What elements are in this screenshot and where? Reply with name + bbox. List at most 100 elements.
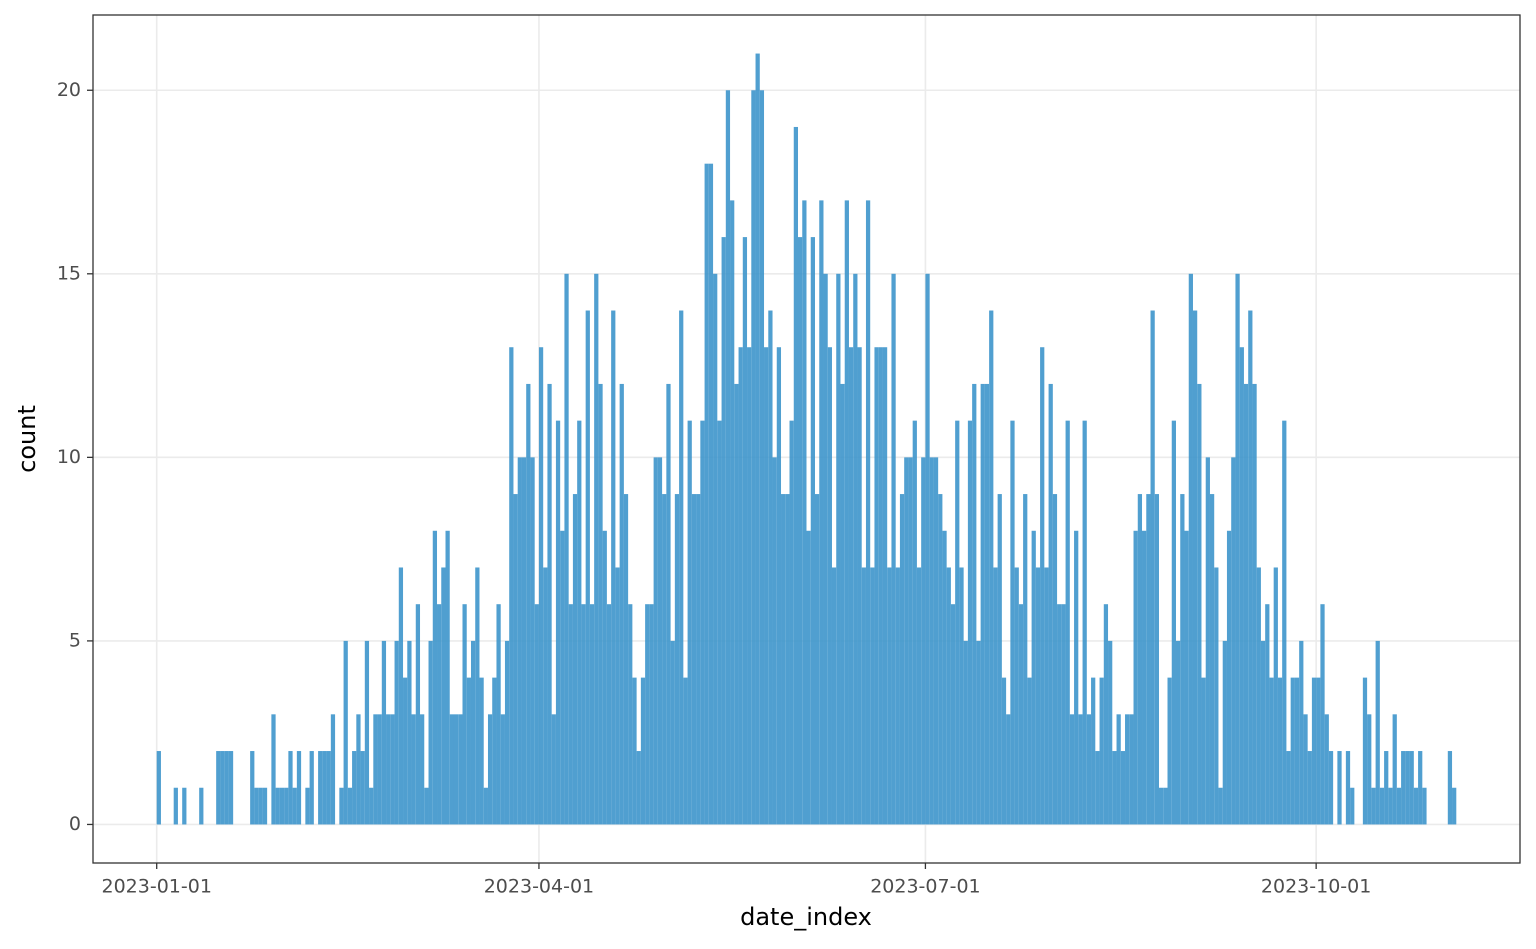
bar: [1048, 383, 1053, 825]
bar: [568, 604, 573, 825]
bar: [772, 457, 777, 825]
bar: [1188, 273, 1193, 825]
bar-layer: [156, 53, 1457, 825]
bar: [1239, 347, 1244, 825]
bar: [857, 347, 862, 825]
bar: [470, 640, 476, 825]
bar: [1371, 787, 1376, 825]
bar: [1409, 751, 1414, 825]
bar: [1375, 640, 1380, 825]
bar: [1324, 714, 1329, 825]
bar: [288, 751, 293, 825]
bar: [645, 604, 650, 825]
bar: [377, 714, 382, 825]
bar: [538, 347, 544, 825]
bar: [1044, 567, 1049, 825]
bar: [1286, 751, 1291, 825]
bar: [1205, 457, 1210, 825]
bar: [572, 494, 578, 825]
bar: [330, 714, 336, 825]
bar: [173, 787, 178, 825]
bar: [602, 530, 607, 825]
bar: [810, 237, 815, 825]
bar: [420, 714, 425, 825]
bar: [390, 714, 395, 825]
bar: [708, 163, 714, 825]
bar: [1175, 640, 1181, 825]
bar: [984, 383, 990, 825]
bar: [938, 494, 943, 825]
bar: [487, 714, 493, 825]
bar: [1027, 677, 1032, 825]
bar: [793, 126, 799, 825]
bar: [356, 714, 361, 825]
bar: [1129, 714, 1134, 825]
bar: [581, 604, 586, 825]
bar: [1010, 420, 1015, 825]
bar: [1447, 751, 1453, 825]
bar: [649, 604, 654, 825]
bar: [1150, 310, 1155, 825]
bar: [861, 567, 866, 825]
bar: [1108, 640, 1113, 825]
bar: [1265, 604, 1270, 825]
bar: [1120, 751, 1126, 825]
y-tick-label: 10: [57, 446, 81, 468]
bar: [1299, 640, 1304, 825]
bar: [343, 640, 348, 825]
bar: [1091, 677, 1096, 825]
bar: [870, 567, 875, 825]
bar: [585, 310, 590, 825]
bar: [1392, 714, 1397, 825]
bar: [1159, 787, 1164, 825]
bar: [526, 383, 531, 825]
bar: [407, 640, 412, 825]
bar: [445, 530, 450, 825]
bar: [1163, 787, 1168, 825]
bar: [853, 273, 858, 825]
bar: [1116, 714, 1121, 825]
bar: [798, 237, 803, 825]
bar: [755, 53, 760, 825]
bar: [1316, 677, 1321, 825]
y-tick-label: 20: [57, 79, 81, 101]
bar: [874, 347, 879, 825]
x-tick-label: 2023-04-01: [484, 876, 594, 898]
bar: [284, 787, 289, 825]
bar: [980, 383, 985, 825]
bar: [840, 383, 845, 825]
bar: [1014, 567, 1019, 825]
bar: [696, 494, 701, 825]
bar: [904, 457, 909, 825]
bar: [717, 420, 722, 825]
bar: [424, 787, 429, 825]
bar: [1065, 420, 1070, 825]
bar: [789, 420, 794, 825]
bar: [373, 714, 378, 825]
bar: [636, 751, 641, 825]
bar: [521, 457, 527, 825]
bar: [441, 567, 446, 825]
x-axis-title: date_index: [740, 903, 872, 931]
bar: [1328, 751, 1334, 825]
bar: [1057, 604, 1062, 825]
bar: [751, 90, 756, 825]
bar: [955, 420, 960, 825]
bar: [513, 494, 518, 825]
bar: [704, 163, 709, 825]
bar: [865, 200, 871, 825]
bar: [279, 787, 285, 825]
bar: [1273, 567, 1278, 825]
bar: [730, 200, 735, 825]
bar: [1078, 714, 1083, 825]
bar: [691, 494, 697, 825]
bar: [564, 273, 569, 825]
bar: [912, 420, 917, 825]
bar: [1294, 677, 1300, 825]
bar: [598, 383, 603, 825]
bar: [653, 457, 658, 825]
bar: [250, 751, 255, 825]
bar: [275, 787, 280, 825]
bar: [1413, 787, 1419, 825]
bar: [398, 567, 404, 825]
